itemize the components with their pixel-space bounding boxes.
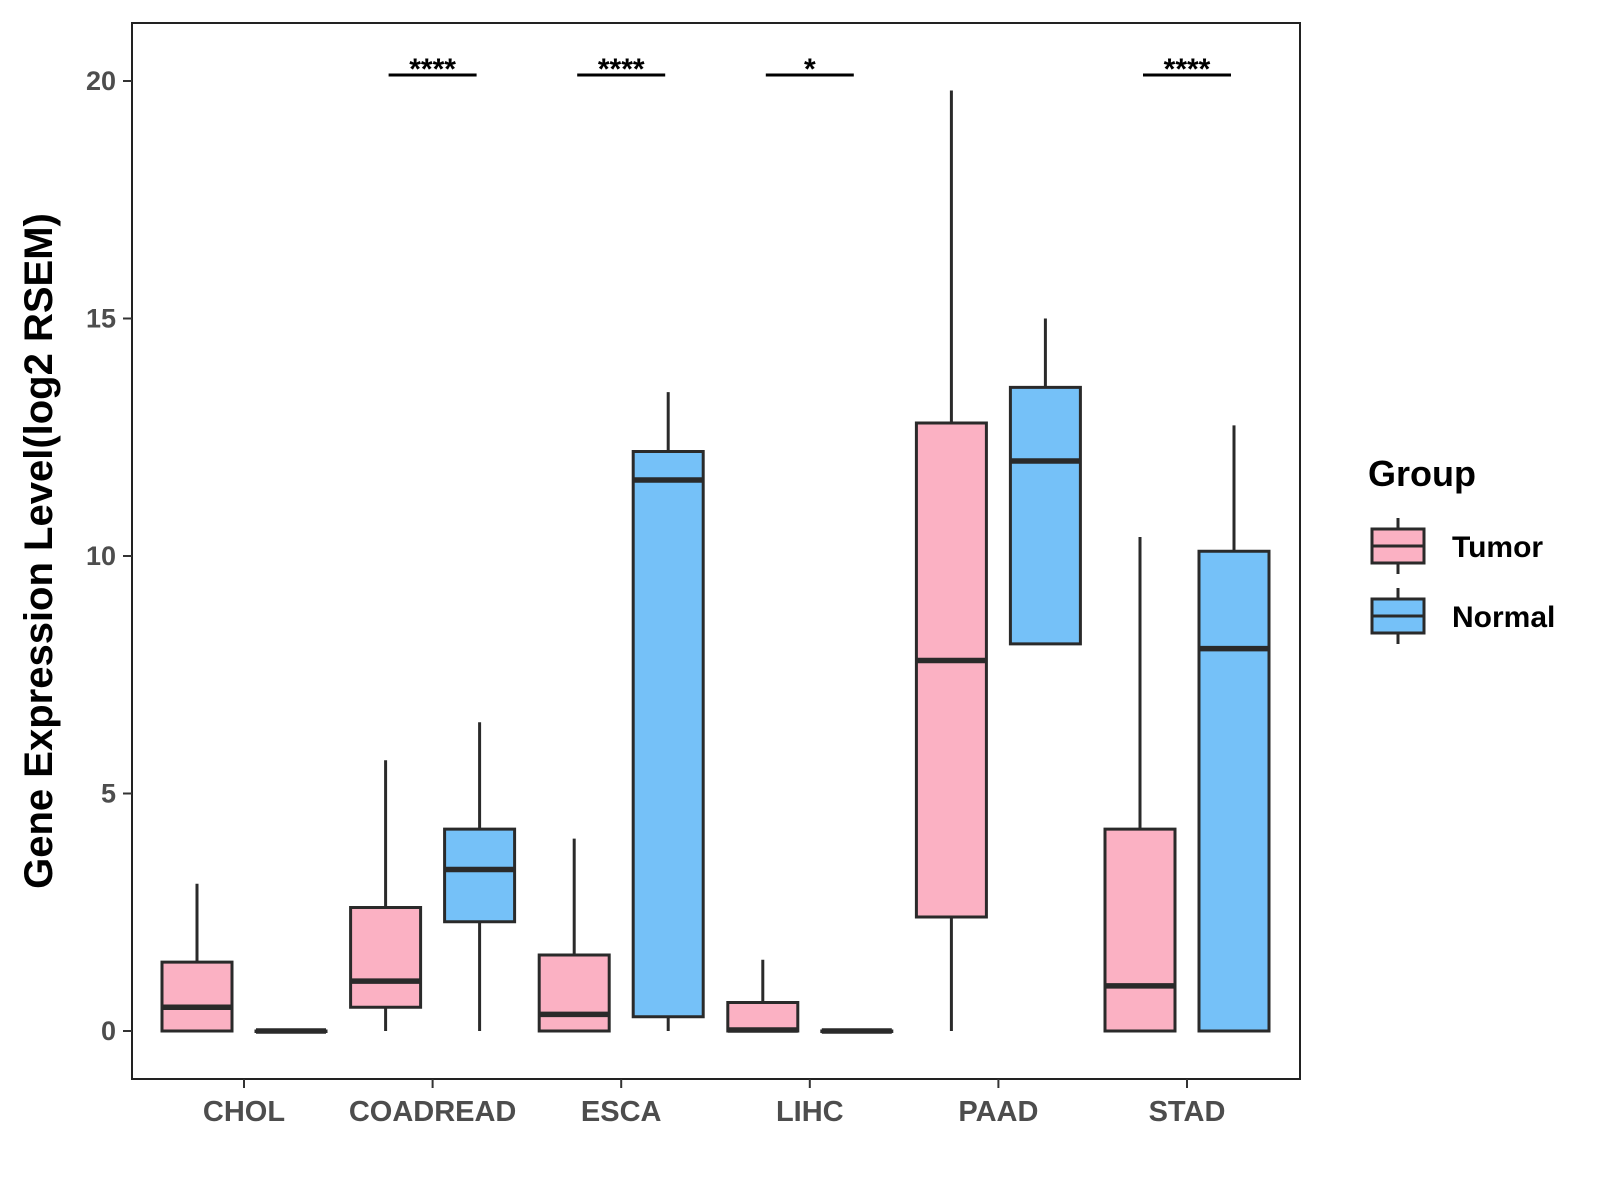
y-axis: 0 5 10 15 20 (86, 66, 132, 1046)
y-tick-label: 0 (101, 1016, 116, 1046)
box-body (537, 953, 611, 1033)
significance-label: **** (598, 53, 645, 86)
y-tick-label: 15 (86, 304, 116, 334)
box-tumor (1103, 537, 1177, 1033)
legend: Group Tumor Normal (1368, 453, 1555, 644)
x-tick-label: PAAD (958, 1096, 1038, 1128)
y-tick-label: 5 (101, 779, 116, 809)
box-normal (631, 392, 705, 1031)
legend-label-normal: Normal (1452, 601, 1555, 634)
box-body (443, 827, 517, 924)
box-body (1103, 827, 1177, 1033)
box-tumor (726, 959, 800, 1033)
significance-label: **** (1164, 53, 1211, 86)
legend-label-tumor: Tumor (1452, 531, 1543, 564)
box-tumor (537, 838, 611, 1033)
box-normal (1197, 425, 1271, 1033)
box-tumor (349, 760, 423, 1031)
box-body (1197, 549, 1271, 1033)
box-normal (820, 1028, 894, 1034)
box-normal (254, 1028, 328, 1034)
x-tick-label: LIHC (776, 1096, 844, 1128)
x-tick-label: COADREAD (349, 1096, 517, 1128)
box-body (1008, 385, 1082, 646)
box-tumor (160, 883, 234, 1033)
box-body (631, 450, 705, 1019)
y-tick-label: 10 (86, 541, 116, 571)
box-body (914, 421, 988, 919)
significance-label: **** (409, 53, 456, 86)
box-body (160, 960, 234, 1033)
x-tick-label: STAD (1149, 1096, 1226, 1128)
y-tick-label: 20 (86, 66, 116, 96)
x-tick-label: ESCA (581, 1096, 662, 1128)
box-body (726, 1001, 800, 1033)
box-tumor (914, 90, 988, 1031)
significance-label: * (804, 53, 816, 86)
box-normal (443, 722, 517, 1031)
y-axis-title: Gene Expression Level(log2 RSEM) (17, 213, 61, 889)
box-body (349, 906, 423, 1009)
x-axis: CHOL COADREAD ESCA LIHC PAAD STAD (203, 1079, 1225, 1128)
significance-annotations: **** **** * **** (388, 53, 1231, 86)
box-normal (1008, 318, 1082, 646)
box-group (160, 90, 1271, 1034)
x-tick-label: CHOL (203, 1096, 285, 1128)
legend-title: Group (1368, 453, 1476, 494)
